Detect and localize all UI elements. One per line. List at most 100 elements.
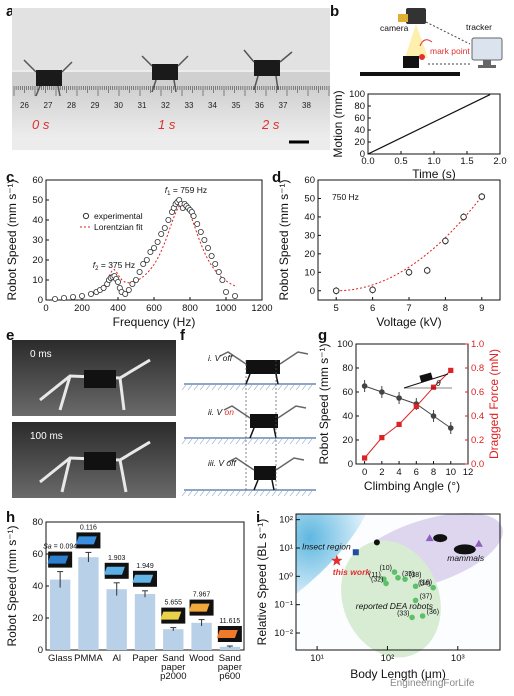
x-axis-label: Climbing Angle (°) <box>364 479 460 493</box>
y-axis-label: Robot Speed (mm s⁻¹) <box>5 525 19 646</box>
y-tick-label: 40 <box>342 411 353 422</box>
ground-hatch <box>205 438 211 445</box>
category-label: Al <box>112 653 120 664</box>
step-3-label: iii. V off <box>208 458 238 468</box>
reference-label: (33) <box>397 610 409 617</box>
force-point <box>362 455 368 461</box>
y2-tick-label: 0.6 <box>471 387 484 398</box>
ground-hatch <box>295 438 301 445</box>
y-tick-label: 20 <box>342 435 353 446</box>
data-point <box>405 269 413 276</box>
reference-label: (37) <box>420 593 432 600</box>
y-axis-label: Dragged Force (mN) <box>487 349 501 459</box>
roughness-value: 11.615 <box>219 618 240 625</box>
insect-icon <box>373 539 380 546</box>
category-label: Glass <box>48 653 73 664</box>
panel-label-f: f <box>180 327 186 344</box>
x-tick-label: 8 <box>443 303 448 314</box>
data-point <box>204 244 211 251</box>
ruler-number: 27 <box>44 101 53 110</box>
data-point <box>478 193 486 200</box>
ground-hatch <box>229 384 235 391</box>
x-tick-label: 600 <box>146 303 162 314</box>
force-point <box>396 421 402 427</box>
roughness-map-surface <box>47 555 69 564</box>
data-point <box>332 287 340 295</box>
y-tick-label: 0 <box>38 645 43 656</box>
robot-back-leg <box>275 457 305 471</box>
ground-hatch <box>265 384 271 391</box>
mammal-point <box>474 539 483 547</box>
ground-hatch <box>265 438 271 445</box>
data-point <box>212 260 219 267</box>
x-tick-label: 2 <box>379 467 384 478</box>
x-tick-label: 1000 <box>215 303 236 314</box>
y-tick-label: 40 <box>304 212 315 223</box>
ground-hatch <box>223 490 229 497</box>
data-point <box>129 280 136 287</box>
y2-tick-label: 1.0 <box>471 339 484 350</box>
chart-g-speed-and-force-vs-angle: 0 2 4 6 8 10 12 0 20 40 60 80 100 0.0 0.2 0.4 0.6 0.8 1.0 θ… <box>317 339 501 493</box>
robot-body <box>254 466 276 480</box>
ground-hatch <box>229 490 235 497</box>
mammal-point <box>425 534 434 542</box>
ground-hatch <box>217 490 223 497</box>
reference-label: (35) <box>402 571 414 578</box>
y-tick-label: 20 <box>354 137 365 148</box>
insect-point <box>352 549 359 556</box>
x-tick-label: 0 <box>362 467 367 478</box>
x-tick-label: 400 <box>110 303 126 314</box>
speed-point <box>430 413 437 419</box>
roughness-map-surface <box>188 603 210 612</box>
robot-back-leg <box>279 351 309 365</box>
y-tick-label: 20 <box>304 249 315 260</box>
data-point <box>122 290 129 297</box>
ground-hatch <box>253 490 259 497</box>
x-tick-label: 1.5 <box>460 156 473 167</box>
data-point <box>79 292 86 299</box>
ground-hatch <box>259 384 265 391</box>
ground-hatch <box>199 384 205 391</box>
y-tick-label: 0 <box>348 459 353 470</box>
camera-label: camera <box>380 23 409 33</box>
y2-tick-label: 0.8 <box>471 363 484 374</box>
ruler-number: 35 <box>232 101 241 110</box>
robot-foot <box>245 373 251 385</box>
y-tick-label: 20 <box>32 255 43 266</box>
y-tick-label: 60 <box>342 387 353 398</box>
y2-tick-label: 0.4 <box>471 411 484 422</box>
chart-h-speed-by-surface: 0 20 40 60 80 Sa = 0.094 Glass 0.116 PMMA 1.903 Al… <box>5 517 245 682</box>
robot-front-leg <box>223 405 251 419</box>
category-label: paper <box>161 662 185 673</box>
ground-hatch <box>217 384 223 391</box>
ground-hatch <box>253 438 259 445</box>
ground-hatch <box>181 438 187 445</box>
x-tick-label: 1.0 <box>427 156 440 167</box>
y-tick-label: 10⁰ <box>279 571 294 582</box>
y-tick-label: 0 <box>310 286 315 297</box>
bar <box>163 629 184 650</box>
ground-hatch <box>193 438 199 445</box>
x-tick-label: 1200 <box>251 303 272 314</box>
x-tick-label: 7 <box>406 303 411 314</box>
ground-hatch <box>211 438 217 445</box>
data-point <box>115 278 122 285</box>
x-tick-label: 10² <box>381 653 395 664</box>
dea-region-area <box>341 540 441 658</box>
force-point <box>413 403 419 409</box>
time-label-2s: 2 s <box>261 117 280 132</box>
ground-hatch <box>271 490 277 497</box>
x-tick-label: 5 <box>334 303 339 314</box>
data-point <box>136 268 143 275</box>
ground-hatch <box>193 490 199 497</box>
y-tick-label: 80 <box>32 517 43 528</box>
ruler-number: 33 <box>185 101 194 110</box>
ground-hatch <box>223 438 229 445</box>
robot-body <box>250 414 278 428</box>
y-tick-label: 0 <box>38 295 43 306</box>
data-point <box>215 268 222 275</box>
ground-hatch <box>235 384 241 391</box>
ground-hatch <box>199 438 205 445</box>
data-point <box>154 238 161 245</box>
